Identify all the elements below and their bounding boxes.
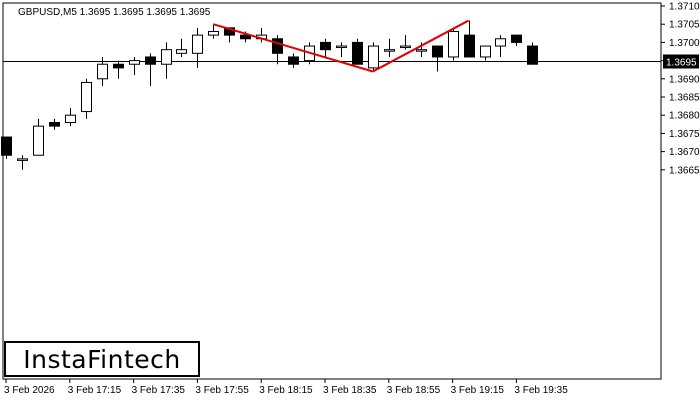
x-tick-label: 3 Feb 18:35 [323, 385, 377, 396]
candle-bullish [129, 60, 140, 65]
y-tick-label: 1.3685 [669, 93, 700, 104]
candle-bearish [320, 41, 331, 51]
candle-bearish [145, 56, 156, 65]
candle-bullish [480, 45, 491, 58]
candle-bearish [240, 34, 251, 40]
pattern-line [372, 19, 470, 73]
candle-bearish [272, 38, 283, 54]
current-price-label: 1.3695 [666, 58, 697, 69]
x-tick-label: 3 Feb 19:35 [514, 385, 568, 396]
candle-bullish [192, 34, 203, 54]
candle-bearish [464, 34, 475, 58]
candle-bearish [113, 63, 124, 69]
candle-bearish [432, 45, 443, 58]
candle-bearish [352, 41, 363, 65]
instafintech-logo: InstaFintech [4, 341, 200, 377]
candle-bullish [400, 45, 411, 49]
candle-bearish [1, 136, 12, 156]
candle-bullish [33, 125, 44, 156]
candle-bullish [81, 81, 92, 113]
y-tick-label: 1.3705 [669, 20, 700, 31]
candle-bullish [384, 49, 395, 52]
plot-area [2, 2, 662, 380]
y-tick-label: 1.3665 [669, 165, 700, 176]
y-tick-label: 1.3670 [669, 147, 700, 158]
candle-bullish [65, 114, 76, 123]
x-tick-label: 3 Feb 18:15 [259, 385, 313, 396]
candle-bullish [416, 49, 427, 52]
candle-bullish [161, 49, 172, 65]
logo-text: InstaFintech [23, 344, 181, 374]
pattern-line [213, 23, 374, 73]
x-tick-label: 3 Feb 2026 [4, 385, 55, 396]
candle-bullish [495, 38, 506, 47]
x-tick-label: 3 Feb 17:35 [132, 385, 186, 396]
candle-bearish [49, 121, 60, 127]
candle-bullish [448, 30, 459, 58]
x-tick-label: 3 Feb 18:55 [387, 385, 441, 396]
y-tick-label: 1.3675 [669, 129, 700, 140]
x-tick-label: 3 Feb 17:55 [195, 385, 249, 396]
candle-bearish [511, 34, 522, 43]
y-tick-label: 1.3690 [669, 74, 700, 85]
x-tick-label: 3 Feb 19:15 [451, 385, 505, 396]
candle-bullish [97, 63, 108, 80]
candle-bullish [176, 49, 187, 54]
current-price-box [663, 54, 699, 69]
candle-bullish [368, 45, 379, 69]
candle-bearish [288, 56, 299, 65]
chart-title: GBPUSD,M5 1.3695 1.3695 1.3695 1.3695 [18, 7, 211, 18]
candle-bullish [208, 30, 219, 36]
y-tick-label: 1.3700 [669, 38, 700, 49]
x-tick-label: 3 Feb 17:15 [68, 385, 122, 396]
candle-bearish [527, 45, 538, 65]
candle-bullish [17, 158, 28, 161]
y-tick-label: 1.3680 [669, 111, 700, 122]
candle-bullish [336, 45, 347, 49]
y-tick-label: 1.3710 [669, 2, 700, 13]
